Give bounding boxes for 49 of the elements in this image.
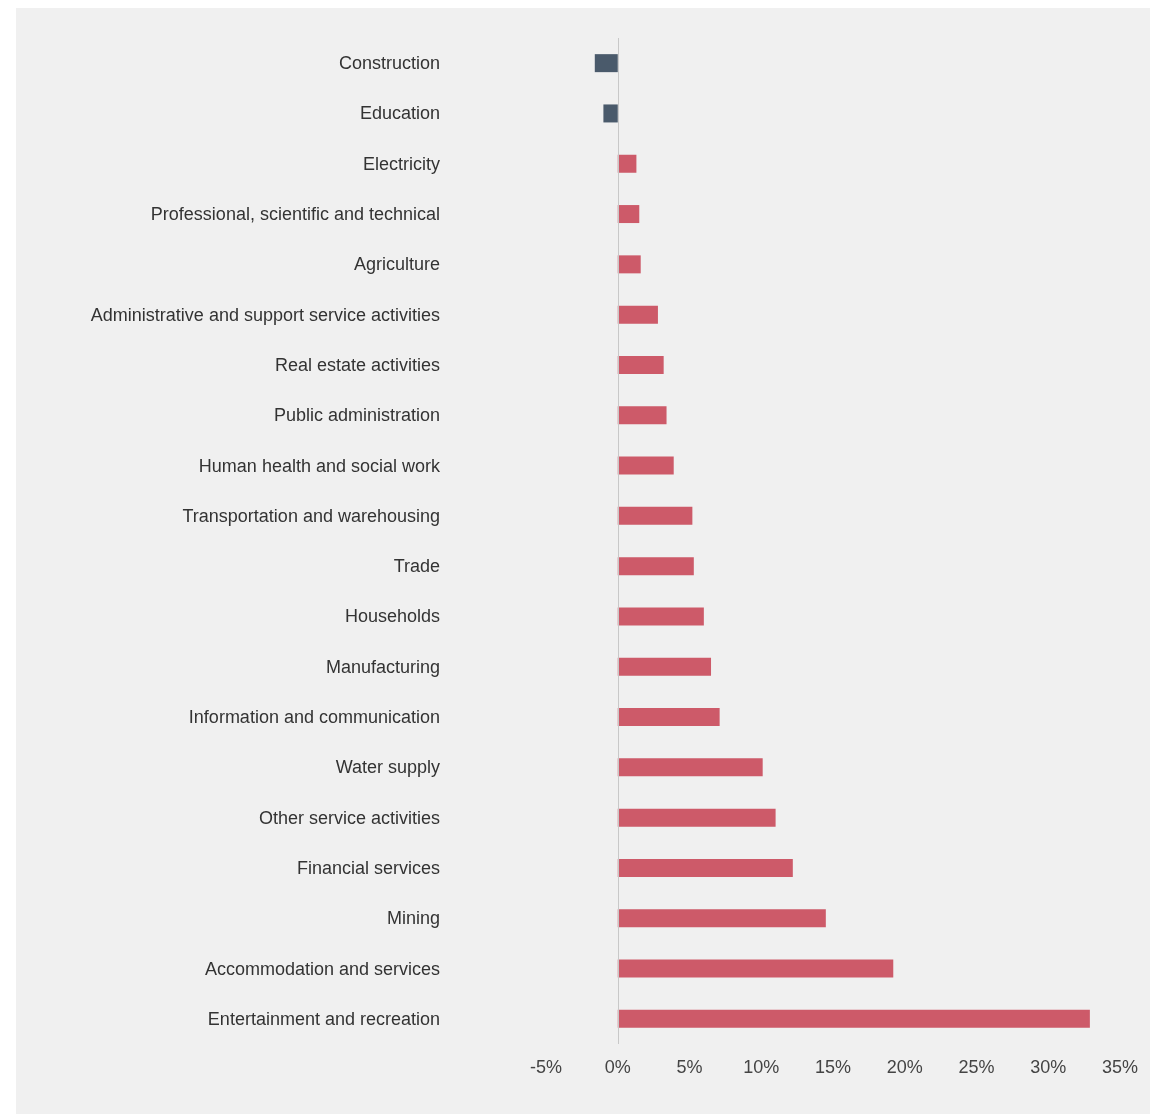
bar bbox=[617, 909, 826, 928]
bar bbox=[617, 406, 667, 425]
y-tick-label: Mining bbox=[386, 908, 440, 929]
y-tick-label: Real estate activities bbox=[274, 354, 440, 375]
y-tick-label: Construction bbox=[338, 53, 440, 74]
y-tick-label: Administrative and support service activities bbox=[90, 304, 440, 325]
y-tick-label: Accommodation and services bbox=[204, 958, 440, 979]
bar bbox=[617, 607, 704, 626]
bar bbox=[617, 456, 674, 475]
x-tick-label: 25% bbox=[958, 1057, 995, 1077]
y-tick-label: Trade bbox=[393, 556, 440, 577]
y-tick-label: Public administration bbox=[273, 405, 440, 426]
y-tick-label: Entertainment and recreation bbox=[207, 1008, 440, 1029]
y-tick-label: Water supply bbox=[335, 757, 440, 778]
bar bbox=[617, 255, 641, 274]
bar bbox=[617, 305, 658, 324]
y-tick-label: Information and communication bbox=[188, 707, 440, 728]
bar bbox=[617, 959, 894, 978]
x-tick-label: 0% bbox=[604, 1057, 631, 1077]
y-tick-label: Financial services bbox=[296, 857, 440, 878]
y-tick-label: Manufacturing bbox=[325, 656, 440, 677]
bar bbox=[617, 355, 664, 374]
bar bbox=[617, 205, 640, 224]
x-tick-label: 30% bbox=[1030, 1057, 1067, 1077]
bar bbox=[617, 1009, 1090, 1028]
y-tick-label: Professional, scientific and technical bbox=[150, 204, 440, 225]
bar bbox=[617, 858, 793, 877]
y-tick-label: Households bbox=[344, 606, 440, 627]
bar bbox=[617, 506, 693, 525]
y-tick-label: Agriculture bbox=[353, 254, 440, 275]
x-tick-label: 15% bbox=[814, 1057, 852, 1077]
bar bbox=[617, 657, 712, 676]
bar bbox=[617, 758, 763, 777]
bar bbox=[594, 54, 618, 73]
x-tick-label: -5% bbox=[529, 1057, 563, 1077]
y-tick-label: Education bbox=[359, 103, 440, 124]
x-tick-label: 35% bbox=[1101, 1057, 1139, 1077]
bar bbox=[617, 808, 776, 827]
x-tick-label: 20% bbox=[886, 1057, 923, 1077]
bar bbox=[617, 154, 637, 173]
bar bbox=[603, 104, 618, 123]
y-tick-label: Electricity bbox=[362, 153, 440, 174]
bar bbox=[617, 557, 694, 576]
bar bbox=[617, 708, 720, 727]
y-tick-label: Other service activities bbox=[258, 807, 440, 828]
x-tick-label: 5% bbox=[676, 1057, 703, 1077]
y-tick-label: Human health and social work bbox=[198, 455, 441, 476]
y-tick-label: Transportation and warehousing bbox=[182, 505, 440, 526]
x-tick-label: 10% bbox=[743, 1057, 780, 1077]
